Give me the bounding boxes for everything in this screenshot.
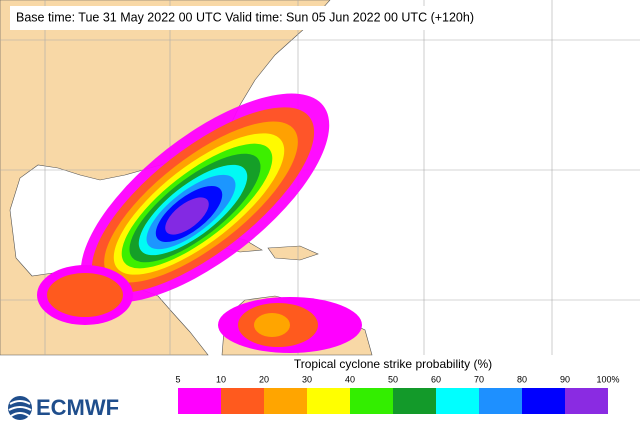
legend-swatch [178, 388, 221, 414]
legend-tick-label: 20 [259, 374, 269, 384]
map: Base time: Tue 31 May 2022 00 UTC Valid … [0, 0, 640, 356]
title-box [10, 6, 488, 30]
probability-field [37, 93, 362, 353]
logo: ECMWF [8, 395, 119, 420]
probability-contour [47, 273, 123, 317]
legend-tick-label: 80 [517, 374, 527, 384]
legend-title: Tropical cyclone strike probability (%) [294, 357, 492, 371]
legend-swatch [264, 388, 307, 414]
land [0, 0, 331, 356]
legend-swatch [436, 388, 479, 414]
legend-swatch [479, 388, 522, 414]
legend-tick-label: 10 [216, 374, 226, 384]
probability-contour [165, 197, 209, 235]
logo-text: ECMWF [36, 395, 119, 420]
legend-tick-label: 5 [175, 374, 180, 384]
legend-swatch [522, 388, 565, 414]
legend-swatch [221, 388, 264, 414]
title: Base time: Tue 31 May 2022 00 UTC Valid … [16, 10, 474, 24]
legend-tick-label: 100% [596, 374, 619, 384]
legend-tick-label: 30 [302, 374, 312, 384]
legend-tick-label: 40 [345, 374, 355, 384]
probability-contour [254, 313, 290, 337]
legend-swatch [350, 388, 393, 414]
legend-tick-label: 90 [560, 374, 570, 384]
legend-swatch [393, 388, 436, 414]
legend-tick-label: 50 [388, 374, 398, 384]
legend: 5 10 20 30 40 50 60 70 80 90 100% [175, 374, 620, 414]
legend-tick-label: 60 [431, 374, 441, 384]
legend-swatch [565, 388, 608, 414]
legend-tick-label: 70 [474, 374, 484, 384]
land [267, 245, 319, 261]
logo-icon-waves [8, 400, 32, 417]
legend-swatch [307, 388, 350, 414]
